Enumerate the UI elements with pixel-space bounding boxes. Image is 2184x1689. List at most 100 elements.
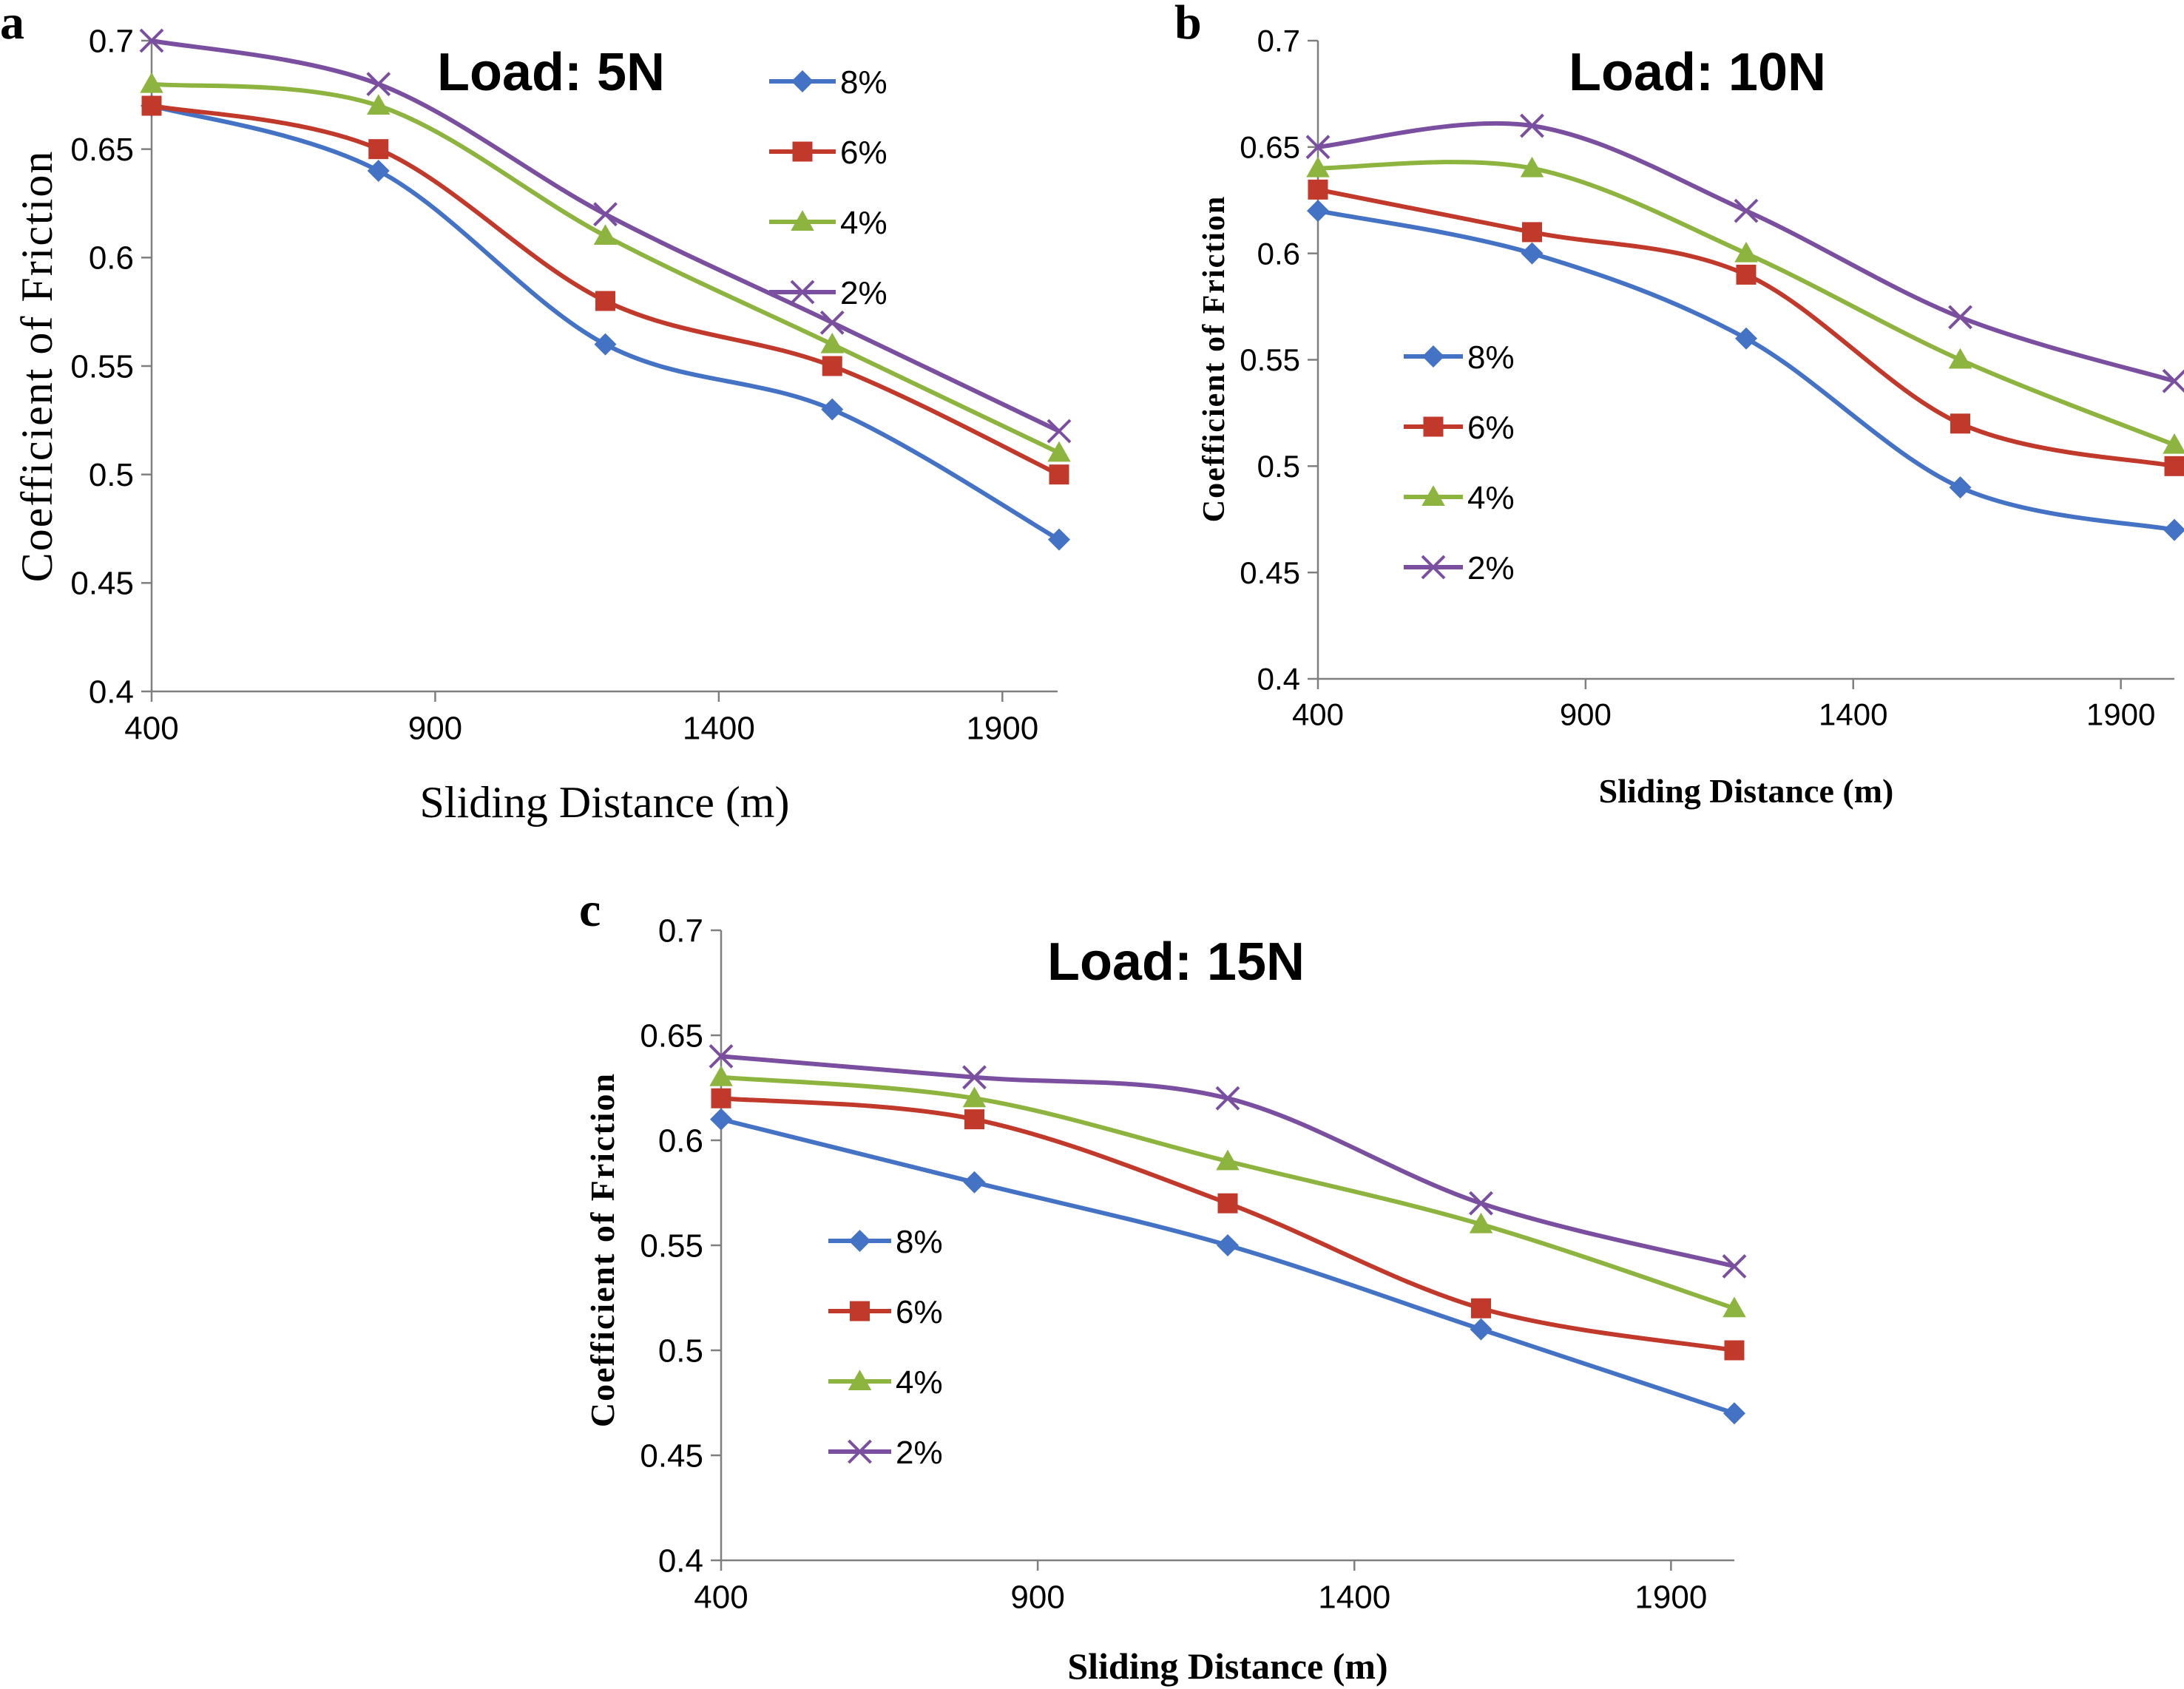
data-point-marker: [962, 1065, 987, 1090]
data-point-marker: [2163, 433, 2184, 454]
legend-item: 6%: [769, 135, 888, 171]
chart-title: Load: 5N: [437, 43, 665, 102]
y-tick-label: 0.4: [89, 674, 134, 710]
data-point-marker: [1308, 179, 1328, 200]
legend-item: 8%: [828, 1224, 943, 1260]
data-point-marker: [820, 332, 844, 353]
y-axis-label: Coefficient of Friction: [13, 150, 61, 583]
chart-panel-b: 0.4 0.45 0.5 0.55 0.6 0.65 0.7 400 900 1400 1900 8%…: [1174, 0, 2184, 810]
data-point-marker: [709, 1066, 733, 1086]
x-axis-label: Sliding Distance (m): [1599, 772, 1894, 810]
y-tick-label: 0.45: [70, 566, 134, 602]
legend-item: 4%: [1404, 480, 1515, 516]
data-point-marker: [595, 291, 615, 311]
legend-label: 6%: [896, 1294, 943, 1330]
y-tick-label: 0.55: [70, 348, 134, 385]
y-tick-label: 0.55: [640, 1228, 703, 1264]
legend-label: 4%: [896, 1364, 943, 1401]
data-point-marker: [1723, 1402, 1745, 1425]
chart-panel-c: 0.4 0.45 0.5 0.55 0.6 0.65 0.7 400 900 1400 1900 8%…: [579, 883, 1747, 1687]
x-tick-label: 1400: [683, 711, 755, 747]
data-point-marker: [140, 72, 163, 93]
legend-item: 8%: [1404, 339, 1515, 376]
chart-panel-a: 0.4 0.45 0.5 0.55 0.6 0.65 0.7 400 900 1400 1900 8%…: [0, 0, 1072, 827]
y-tick-label: 0.7: [1257, 24, 1300, 58]
legend-marker: [790, 280, 815, 305]
legend-label: 2%: [840, 275, 888, 311]
y-axis-label: Coefficient of Friction: [1197, 195, 1231, 523]
data-point-marker: [139, 28, 164, 53]
legend-item: 4%: [769, 205, 888, 241]
data-point-marker: [1047, 441, 1071, 462]
data-point-marker: [1469, 1212, 1493, 1233]
data-point-marker: [594, 333, 617, 356]
legend-item: 4%: [828, 1364, 943, 1401]
legend-label: 8%: [1467, 339, 1515, 376]
data-point-marker: [367, 160, 390, 182]
legend-item: 6%: [828, 1294, 943, 1330]
y-tick-label: 0.7: [89, 23, 134, 59]
data-point-marker: [1469, 1191, 1493, 1216]
legend-item: 2%: [828, 1435, 943, 1471]
legend-item: 2%: [769, 275, 888, 311]
x-tick-label: 900: [1560, 697, 1612, 731]
data-point-marker: [593, 202, 618, 227]
data-point-marker: [1722, 1296, 1746, 1318]
legend-label: 2%: [896, 1435, 943, 1471]
data-point-marker: [710, 1108, 732, 1131]
y-tick-label: 0.45: [640, 1438, 703, 1474]
x-axis-label: Sliding Distance (m): [420, 778, 790, 827]
x-tick-label: 1900: [2086, 697, 2155, 731]
data-point-marker: [1049, 464, 1069, 485]
data-point-marker: [1948, 348, 1972, 369]
data-point-marker: [2162, 368, 2184, 393]
data-point-marker: [368, 139, 389, 160]
data-point-marker: [819, 310, 845, 335]
data-point-marker: [1736, 264, 1757, 285]
x-tick-label: 900: [408, 711, 462, 747]
legend-item: 2%: [1404, 550, 1515, 586]
data-point-marker: [2164, 456, 2184, 476]
data-point-marker: [366, 72, 391, 97]
legend-marker: [848, 1230, 871, 1252]
legend-marker: [791, 70, 814, 92]
data-point-marker: [1520, 113, 1544, 138]
data-point-marker: [1305, 135, 1331, 160]
legend-label: 6%: [1467, 410, 1515, 446]
data-point-marker: [1307, 200, 1329, 223]
data-point-marker: [1722, 1253, 1747, 1279]
y-tick-label: 0.6: [89, 240, 134, 277]
series-line-1: [151, 104, 1061, 542]
legend-item: 6%: [1404, 410, 1515, 446]
legend-marker: [848, 1439, 872, 1464]
legend-label: 4%: [840, 205, 888, 241]
x-axis-label: Sliding Distance (m): [1067, 1645, 1387, 1687]
data-point-marker: [1215, 1086, 1240, 1111]
legend-label: 2%: [1467, 550, 1515, 586]
y-tick-label: 0.65: [70, 132, 134, 168]
data-point-marker: [1949, 476, 1972, 499]
series-line-2: [151, 104, 1061, 477]
y-axis-label: Coefficient of Friction: [584, 1072, 621, 1427]
y-tick-label: 0.5: [89, 457, 134, 493]
data-point-marker: [2163, 518, 2184, 541]
y-tick-label: 0.4: [1257, 662, 1300, 697]
data-point-marker: [1217, 1234, 1239, 1256]
data-point-marker: [1047, 419, 1072, 444]
data-point-marker: [1735, 327, 1757, 350]
chart-title: Load: 15N: [1047, 932, 1305, 992]
data-point-marker: [1306, 156, 1330, 177]
panel-label: b: [1174, 0, 1202, 50]
series-line-3: [1317, 160, 2176, 447]
legend-marker: [1421, 485, 1445, 506]
data-point-marker: [964, 1109, 984, 1130]
legend-marker: [792, 141, 813, 162]
data-point-marker: [593, 224, 618, 245]
x-tick-label: 1400: [1318, 1580, 1390, 1616]
legend-label: 4%: [1467, 480, 1515, 516]
legend-marker: [1423, 416, 1444, 437]
legend-marker: [850, 1301, 870, 1321]
data-point-marker: [1734, 198, 1759, 223]
x-tick-label: 1900: [1634, 1580, 1707, 1616]
